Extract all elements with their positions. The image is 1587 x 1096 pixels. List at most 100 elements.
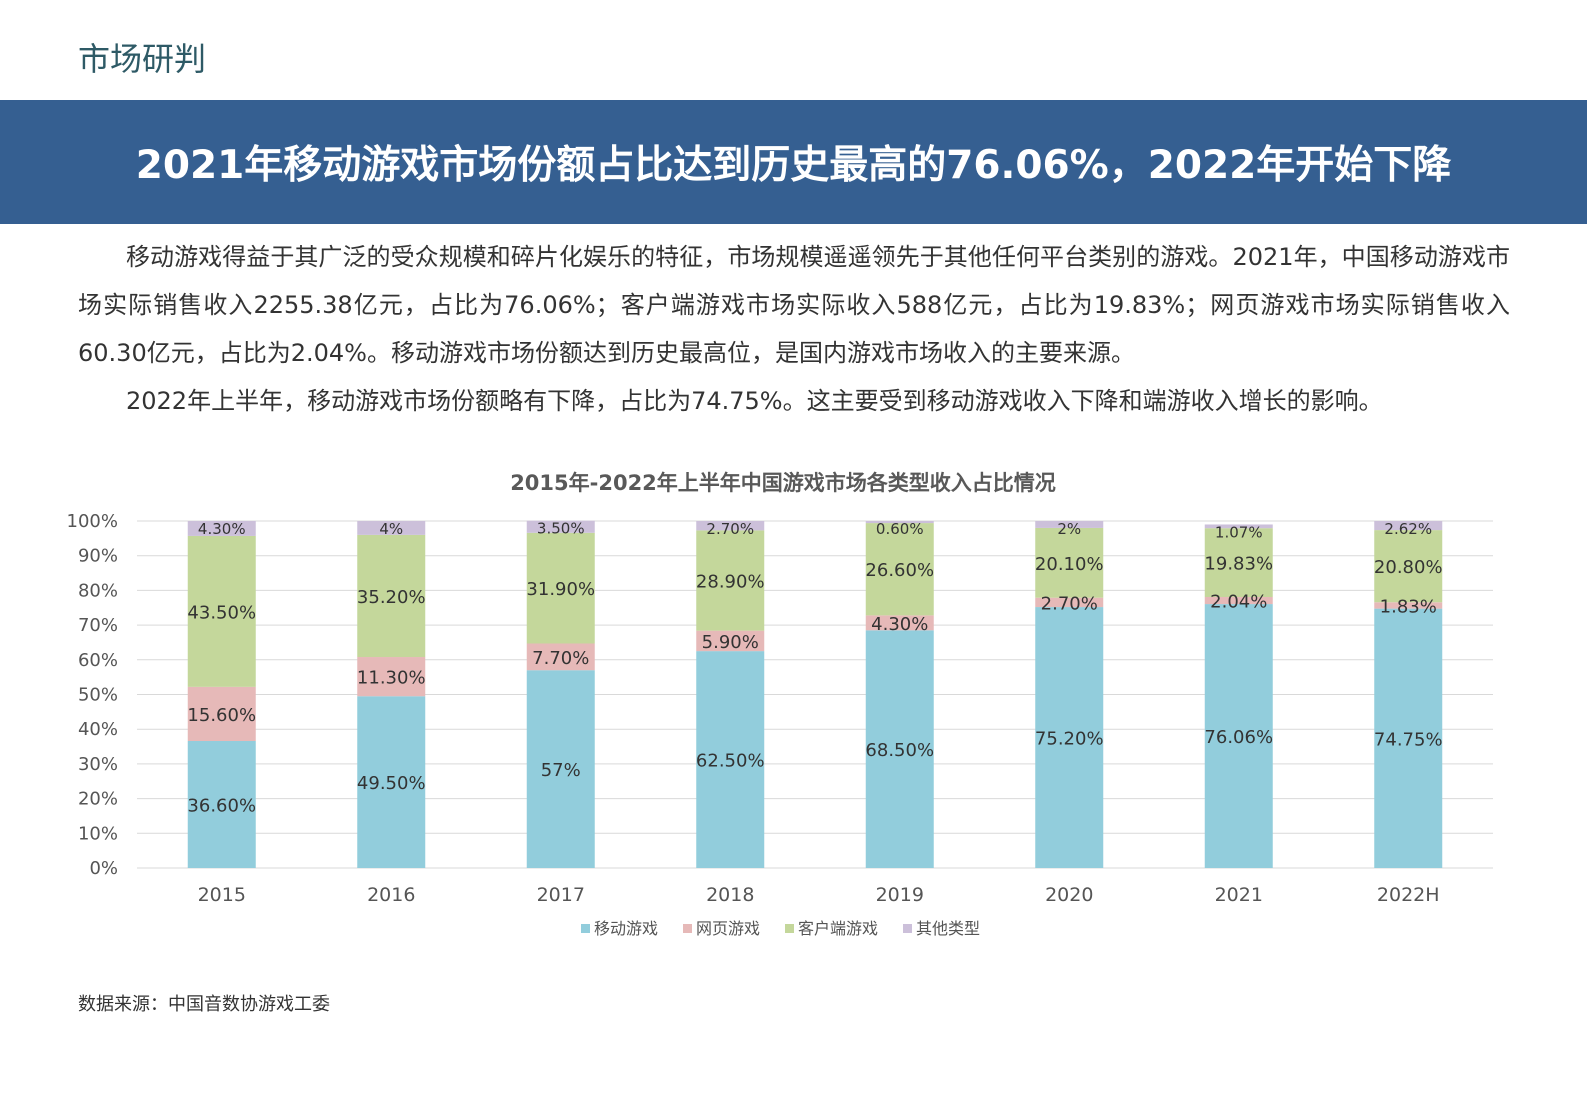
y-tick-label: 10% [78,823,118,844]
data-label: 2.70% [706,520,754,538]
legend-label: 网页游戏 [696,919,760,938]
data-label: 75.20% [1035,729,1104,750]
bar-segment [696,530,765,631]
legend-item: 移动游戏 [581,919,658,938]
y-tick-label: 60% [78,650,118,671]
bar-segment [526,532,595,644]
data-label: 15.60% [187,705,256,726]
data-label: 49.50% [357,773,426,794]
bar-segment [1374,521,1443,531]
data-label: 11.30% [357,668,426,689]
data-label: 20.10% [1035,554,1104,575]
section-label: 市场研判 [78,40,207,78]
x-tick-label: 2015 [198,884,246,906]
data-label: 2.04% [1210,592,1267,613]
legend-label: 客户端游戏 [798,919,878,938]
bar-segment [696,521,765,531]
bar-segment [1204,528,1273,597]
bar-segment [526,670,595,868]
bar-segment [865,615,934,631]
legend-swatch [785,924,794,933]
y-tick-label: 20% [78,789,118,810]
y-tick-label: 30% [78,754,118,775]
paragraph-2: 2022年上半年，移动游戏市场份额略有下降，占比为74.75%。这主要受到移动游… [126,387,1383,415]
bar-segment [357,534,426,658]
data-label: 26.60% [865,560,934,581]
data-label: 35.20% [357,587,426,608]
y-tick-label: 70% [78,615,118,636]
y-tick-label: 0% [89,858,118,879]
data-label: 57% [541,760,581,781]
title-banner: 2021年移动游戏市场份额占比达到历史最高的76.06%，2022年开始下降 [0,100,1587,224]
x-tick-label: 2017 [537,884,585,906]
y-tick-label: 100% [67,511,118,532]
y-tick-label: 50% [78,685,118,706]
legend-swatch [581,924,590,933]
legend-label: 移动游戏 [594,919,658,938]
y-tick-label: 40% [78,719,118,740]
data-label: 1.07% [1215,523,1263,541]
legend-item: 客户端游戏 [785,919,878,938]
data-label: 31.90% [526,579,595,600]
bar-segment [357,696,426,868]
x-tick-label: 2022H [1377,884,1440,906]
data-label: 4.30% [871,614,928,635]
x-tick-label: 2020 [1045,884,1093,906]
bar-segment [1204,524,1273,529]
data-label: 0.60% [876,520,924,538]
bar-segment [1035,521,1104,528]
bar-segment [865,521,934,524]
data-label: 2.62% [1384,520,1432,538]
bar-segment [526,643,595,671]
body-text: 移动游戏得益于其广泛的受众规模和碎片化娱乐的特征，市场规模遥遥领先于其他任何平台… [78,233,1510,425]
bar-segment [357,521,426,535]
data-label: 7.70% [532,648,589,669]
source-note: 数据来源：中国音数协游戏工委 [78,994,330,1015]
x-tick-label: 2016 [367,884,415,906]
bar-segment [1204,596,1273,605]
x-axis: 2015 2016 2017 2018 2019 2020 2021 2022H [198,884,1440,906]
y-tick-label: 80% [78,580,118,601]
data-label: 4.30% [198,520,246,538]
data-label: 76.06% [1204,727,1273,748]
data-label: 68.50% [865,740,934,761]
data-label: 3.50% [537,520,585,538]
bar-segment [1035,607,1104,868]
data-label: 19.83% [1204,554,1273,575]
x-tick-label: 2018 [706,884,754,906]
bar-segment [696,630,765,652]
bar-segment [865,630,934,868]
bar-segment [1204,604,1273,868]
bar-segment [1035,527,1104,598]
bar-segment [187,740,256,868]
data-label: 5.90% [702,632,759,653]
bar-segment [357,657,426,697]
data-label: 74.75% [1374,729,1443,750]
legend-item: 网页游戏 [683,919,760,938]
bar-segment [1374,602,1443,609]
bar-segment [1374,608,1443,868]
data-label: 4% [379,520,403,538]
bar-segment [865,523,934,616]
data-label: 2.70% [1041,593,1098,614]
chart-title: 2015年-2022年上半年中国游戏市场各类型收入占比情况 [510,471,1056,495]
legend-label: 其他类型 [916,919,980,938]
bars [187,520,1443,868]
grid-lines [137,520,1493,869]
data-label: 43.50% [187,602,256,623]
legend-item: 其他类型 [903,919,980,938]
legend-swatch [683,924,692,933]
data-labels: 36.60% 15.60% 43.50% 4.30% 49.50% 11.30% 35.20… [187,520,1442,817]
bar-segment [526,520,595,533]
data-label: 62.50% [696,751,765,772]
y-axis: 0% 10% 20% 30% 40% 50% 60% 70% 80% 90% 100% [67,511,118,879]
data-label: 1.83% [1380,596,1437,617]
bar-segment [696,651,765,868]
bar-segment [1374,530,1443,603]
data-label: 36.60% [187,795,256,816]
stacked-bar-chart: 2015年-2022年上半年中国游戏市场各类型收入占比情况 0% 10% 20% 30… [67,471,1493,938]
bar-segment [187,686,256,741]
data-label: 28.90% [696,572,765,593]
data-label: 20.80% [1374,557,1443,578]
x-tick-label: 2021 [1215,884,1263,906]
